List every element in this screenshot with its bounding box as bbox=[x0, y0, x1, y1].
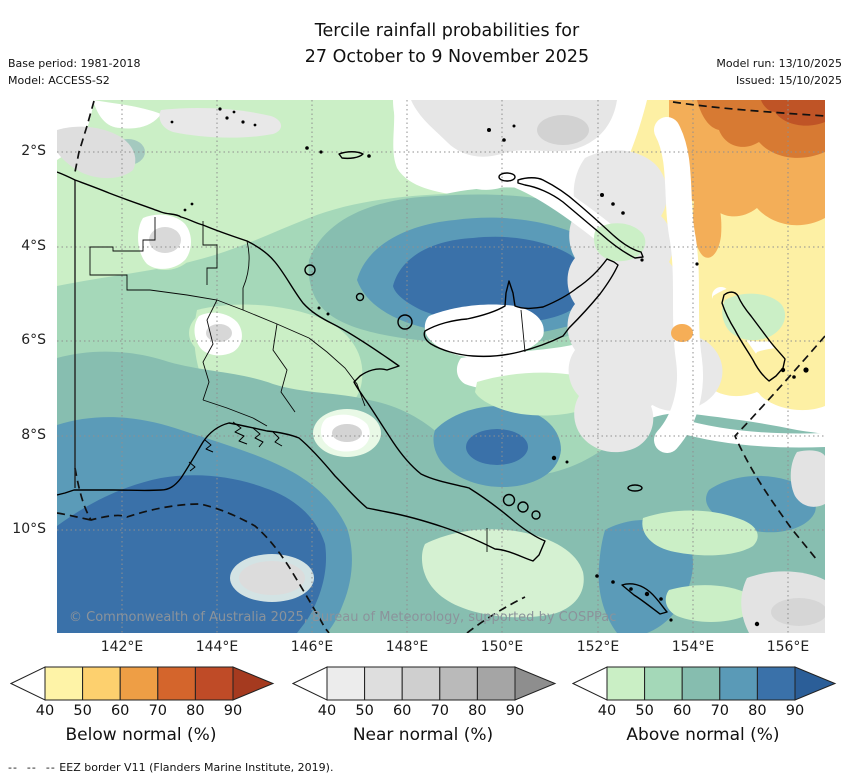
base-period-label: Base period: 1981-2018 bbox=[8, 57, 141, 70]
gridlines bbox=[57, 100, 825, 633]
colorbar-tick: 60 bbox=[392, 703, 412, 719]
colorbar-tick: 60 bbox=[672, 703, 692, 719]
meta-left: Base period: 1981-2018 Model: ACCESS-S2 bbox=[8, 55, 140, 89]
model-label: Model: ACCESS-S2 bbox=[8, 74, 110, 87]
colorbar-tick: 50 bbox=[73, 703, 92, 719]
lon-label: 150°E bbox=[480, 639, 524, 655]
lat-label: 4°S bbox=[21, 238, 46, 254]
near-normal-title: Near normal (%) bbox=[352, 725, 494, 745]
legend-near-normal: 40 50 60 70 80 90 Near normal (%) bbox=[291, 666, 558, 776]
colorbar-tick: 70 bbox=[430, 703, 450, 719]
lat-label: 6°S bbox=[21, 332, 46, 348]
above-normal-title: Above normal (%) bbox=[626, 725, 780, 745]
province-borders bbox=[89, 217, 526, 552]
lon-label: 148°E bbox=[385, 639, 429, 655]
colorbar-tick: 40 bbox=[597, 703, 617, 719]
title-line-1: Tercile rainfall probabilities for bbox=[314, 21, 580, 41]
map-canvas: © Commonwealth of Australia 2025, Bureau… bbox=[57, 100, 825, 633]
eez-footnote-text: EEZ border V11 (Flanders Marine Institut… bbox=[55, 761, 334, 774]
colorbar-tick: 70 bbox=[148, 703, 168, 719]
lon-label: 144°E bbox=[195, 639, 239, 655]
below-normal-colorbar bbox=[9, 666, 275, 701]
lat-label: 8°S bbox=[21, 427, 46, 443]
colorbar-tick: 50 bbox=[355, 703, 374, 719]
lon-label: 152°E bbox=[576, 639, 620, 655]
lon-label: 156°E bbox=[766, 639, 810, 655]
colorbar-tick: 50 bbox=[635, 703, 654, 719]
model-run-label: Model run: 13/10/2025 bbox=[716, 57, 842, 70]
lon-label: 142°E bbox=[100, 639, 144, 655]
copyright-text: © Commonwealth of Australia 2025, Bureau… bbox=[69, 610, 617, 625]
colorbar-tick: 70 bbox=[710, 703, 730, 719]
coastlines bbox=[57, 151, 786, 615]
colorbar-tick: 90 bbox=[785, 703, 805, 719]
lon-label: 154°E bbox=[671, 639, 715, 655]
title-line-2: 27 October to 9 November 2025 bbox=[304, 47, 590, 67]
colorbar-tick: 60 bbox=[110, 703, 130, 719]
colorbar-tick: 80 bbox=[468, 703, 487, 719]
lat-label: 10°S bbox=[12, 521, 46, 537]
colorbar-tick: 80 bbox=[186, 703, 205, 719]
above-normal-colorbar bbox=[571, 666, 837, 701]
page-title: Tercile rainfall probabilities for 27 Oc… bbox=[44, 18, 850, 70]
small-islands bbox=[170, 107, 809, 627]
colorbar-tick: 40 bbox=[35, 703, 55, 719]
colorbar-tick: 40 bbox=[317, 703, 337, 719]
colorbar-tick: 80 bbox=[748, 703, 767, 719]
colorbar-tick: 90 bbox=[223, 703, 243, 719]
rainfall-probability-map bbox=[57, 100, 825, 633]
lon-label: 146°E bbox=[290, 639, 334, 655]
legend-below-normal: 40 50 60 70 80 90 Below normal (%) bbox=[9, 666, 276, 776]
lat-label: 2°S bbox=[21, 143, 46, 159]
eez-footnote: -- -- -- EEZ border V11 (Flanders Marine… bbox=[8, 761, 333, 774]
eez-dash-sample: -- -- -- bbox=[8, 761, 56, 774]
eez-border-lines bbox=[57, 100, 825, 633]
issued-label: Issued: 15/10/2025 bbox=[735, 74, 842, 87]
meta-right: Model run: 13/10/2025 Issued: 15/10/2025 bbox=[716, 55, 842, 89]
below-normal-title: Below normal (%) bbox=[65, 725, 217, 745]
near-normal-colorbar bbox=[291, 666, 557, 701]
legend-above-normal: 40 50 60 70 80 90 Above normal (%) bbox=[571, 666, 838, 776]
colorbar-tick: 90 bbox=[505, 703, 525, 719]
